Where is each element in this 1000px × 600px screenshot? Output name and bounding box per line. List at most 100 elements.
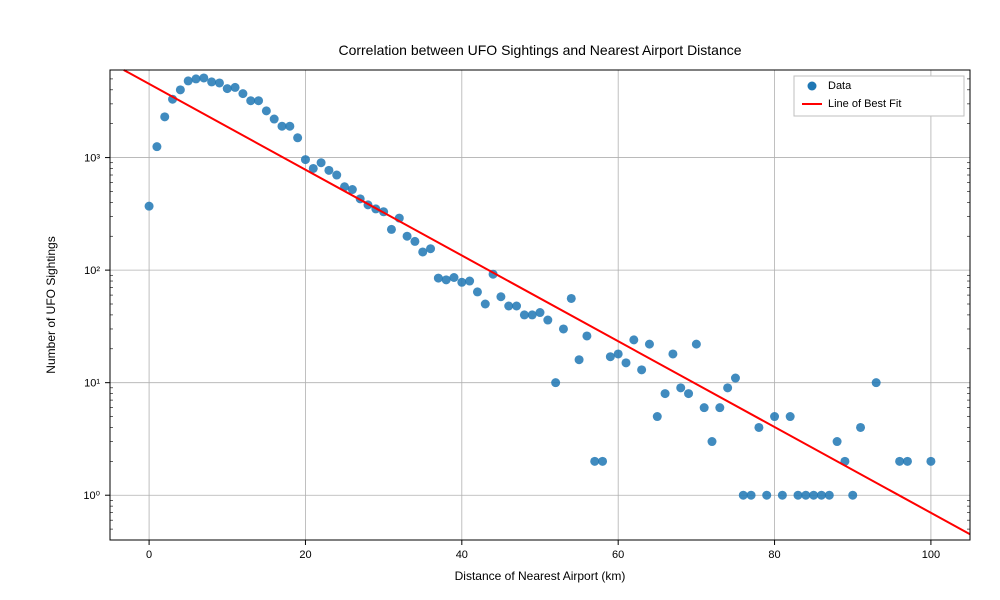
data-point <box>684 389 693 398</box>
data-point <box>598 457 607 466</box>
data-point <box>160 112 169 121</box>
data-point <box>622 358 631 367</box>
data-point <box>567 294 576 303</box>
x-tick-label: 60 <box>612 549 624 561</box>
y-tick-label: 10⁰ <box>83 490 100 502</box>
data-point <box>809 491 818 500</box>
data-point <box>723 383 732 392</box>
data-point <box>270 115 279 124</box>
data-point <box>145 202 154 211</box>
data-point <box>192 74 201 83</box>
fit-line <box>124 70 970 534</box>
y-tick-label: 10¹ <box>84 378 100 390</box>
x-tick-label: 100 <box>922 549 940 561</box>
data-point <box>582 331 591 340</box>
data-point <box>575 355 584 364</box>
data-point <box>473 287 482 296</box>
data-point <box>848 491 857 500</box>
data-point <box>246 96 255 105</box>
data-point <box>700 403 709 412</box>
data-point <box>324 166 333 175</box>
data-point <box>410 237 419 246</box>
data-point <box>536 308 545 317</box>
data-point <box>614 349 623 358</box>
data-point <box>590 457 599 466</box>
data-point <box>543 316 552 325</box>
data-point <box>770 412 779 421</box>
data-point <box>739 491 748 500</box>
y-tick-label: 10² <box>84 265 100 277</box>
data-point <box>293 133 302 142</box>
plot-border <box>110 70 970 540</box>
data-point <box>754 423 763 432</box>
data-point <box>926 457 935 466</box>
data-point <box>778 491 787 500</box>
legend-label: Data <box>828 80 852 92</box>
data-point <box>152 142 161 151</box>
data-point <box>176 85 185 94</box>
x-tick-label: 80 <box>768 549 780 561</box>
plot-area <box>110 70 970 540</box>
y-axis-label: Number of UFO Sightings <box>44 236 58 373</box>
data-point <box>833 437 842 446</box>
data-point <box>434 274 443 283</box>
data-point <box>786 412 795 421</box>
data-point <box>504 301 513 310</box>
data-point <box>278 122 287 131</box>
data-point <box>747 491 756 500</box>
x-tick-label: 20 <box>299 549 311 561</box>
data-point <box>215 78 224 87</box>
data-point <box>332 171 341 180</box>
data-point <box>301 155 310 164</box>
data-point <box>903 457 912 466</box>
legend-frame <box>794 76 964 116</box>
data-point <box>637 365 646 374</box>
scatter-chart: 0 20 40 60 80 100 10⁰ 10¹ 10² 10³ Correlation betw… <box>0 0 1000 600</box>
x-tick-label: 0 <box>146 549 152 561</box>
data-point <box>403 232 412 241</box>
data-point <box>528 310 537 319</box>
data-point <box>426 244 435 253</box>
data-point <box>520 310 529 319</box>
data-point <box>418 247 427 256</box>
data-point <box>512 301 521 310</box>
data-point <box>856 423 865 432</box>
y-tick-label: 10³ <box>84 153 100 165</box>
data-point <box>207 77 216 86</box>
data-point <box>317 158 326 167</box>
data-point <box>231 83 240 92</box>
data-point <box>692 340 701 349</box>
data-point <box>801 491 810 500</box>
data-point <box>645 340 654 349</box>
chart-title: Correlation between UFO Sightings and Ne… <box>338 42 741 58</box>
data-point <box>676 383 685 392</box>
legend: Data Line of Best Fit <box>794 76 964 116</box>
data-point <box>465 277 474 286</box>
data-point <box>715 403 724 412</box>
data-point <box>199 73 208 82</box>
data-point <box>653 412 662 421</box>
data-point <box>387 225 396 234</box>
legend-marker-icon <box>808 82 817 91</box>
data-point <box>762 491 771 500</box>
data-point <box>223 84 232 93</box>
data-point <box>559 324 568 333</box>
data-point <box>661 389 670 398</box>
legend-label: Line of Best Fit <box>828 98 901 110</box>
data-point <box>629 335 638 344</box>
data-point <box>496 292 505 301</box>
data-point <box>731 374 740 383</box>
data-point <box>238 89 247 98</box>
data-point <box>895 457 904 466</box>
data-point <box>825 491 834 500</box>
x-axis-label: Distance of Nearest Airport (km) <box>455 569 626 583</box>
data-point <box>606 352 615 361</box>
data-point <box>708 437 717 446</box>
data-point <box>794 491 803 500</box>
scatter-series <box>145 73 936 499</box>
data-point <box>817 491 826 500</box>
data-point <box>450 273 459 282</box>
x-tick-label: 40 <box>456 549 468 561</box>
data-point <box>668 349 677 358</box>
data-point <box>481 300 490 309</box>
